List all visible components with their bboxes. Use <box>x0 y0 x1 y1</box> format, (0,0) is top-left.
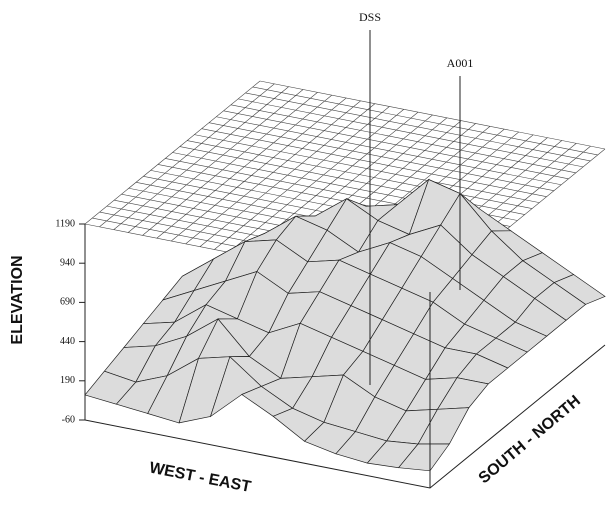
plane-line <box>252 86 598 156</box>
plane-line <box>223 110 569 180</box>
plane-line <box>216 116 562 186</box>
plane-line <box>208 122 555 192</box>
plane-line <box>194 134 540 203</box>
surface <box>84 178 606 472</box>
z-tick-label: 440 <box>60 336 75 347</box>
floor-edge <box>84 344 606 489</box>
z-tick-label: 190 <box>60 375 75 386</box>
plane-line <box>201 128 547 197</box>
plane-line <box>245 92 591 162</box>
z-tick-label: 690 <box>60 297 75 308</box>
plane-line <box>230 104 576 174</box>
plane-line <box>259 80 606 150</box>
z-axis-label: ELEVATION <box>9 255 26 344</box>
x-axis-label: WEST - EAST <box>148 460 253 496</box>
z-tick-label: 1190 <box>55 218 75 229</box>
z-tick-label: 940 <box>60 257 75 268</box>
axes: -60 190 440 690 940 1190 <box>55 218 606 489</box>
surface-cell <box>397 443 451 472</box>
plane-line <box>187 140 533 209</box>
z-tick-label: -60 <box>62 414 75 425</box>
annotation: DSS <box>359 10 381 24</box>
annotation: A001 <box>447 56 474 70</box>
plane-line <box>238 98 584 168</box>
